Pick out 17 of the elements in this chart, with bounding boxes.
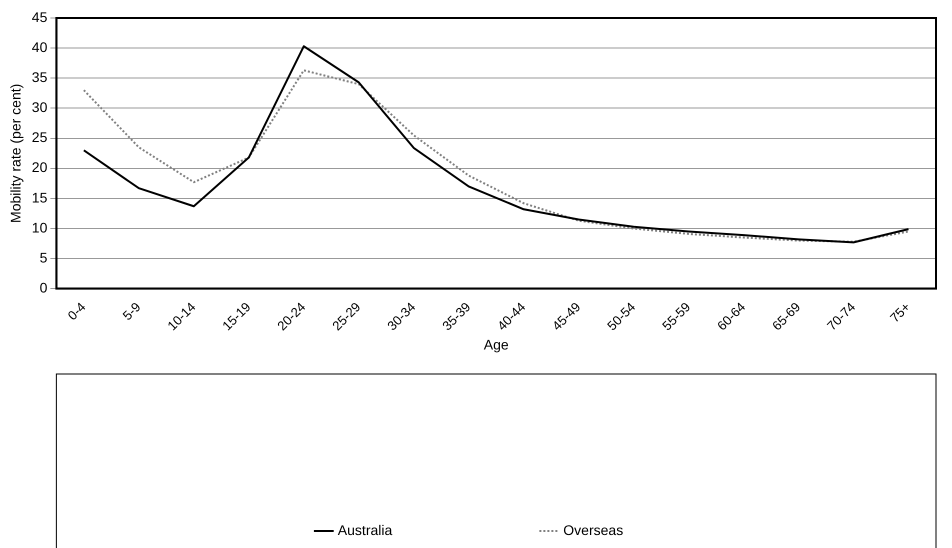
x-tick-label: 5-9 (120, 299, 144, 324)
y-axis-title: Mobility rate (per cent) (7, 84, 24, 223)
y-tick-label: 15 (32, 189, 48, 206)
legend-label: Australia (338, 522, 392, 538)
y-tick-label: 10 (32, 219, 48, 236)
y-tick-label: 40 (32, 38, 48, 55)
y-tick-label: 0 (40, 280, 48, 296)
x-axis-title: Age (484, 336, 509, 352)
x-tick-label: 75+ (886, 299, 914, 326)
y-tick-label: 20 (32, 159, 48, 176)
y-tick-label: 35 (32, 69, 48, 86)
y-tick-label: 30 (32, 99, 48, 116)
x-tick-label: 0-4 (64, 299, 89, 324)
y-tick-label: 25 (32, 129, 48, 146)
y-tick-label: 45 (32, 8, 48, 25)
y-tick-label: 5 (40, 249, 48, 266)
legend-label: Overseas (563, 522, 624, 538)
